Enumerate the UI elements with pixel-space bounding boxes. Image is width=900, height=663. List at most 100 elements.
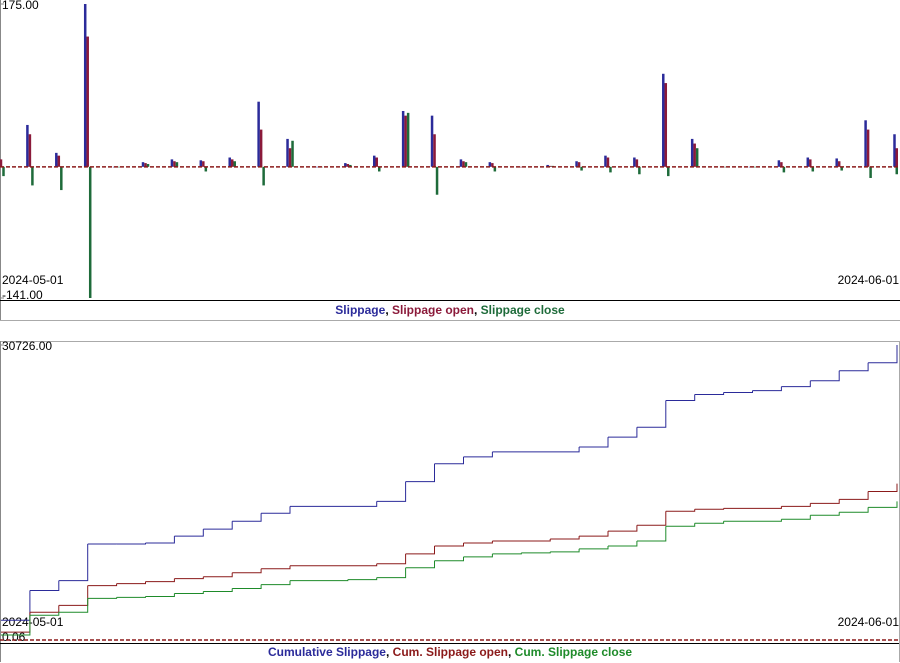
bar [780,162,783,167]
bar [28,134,32,167]
bar [835,158,838,167]
bar [26,124,29,167]
bar [806,157,810,167]
legend-entry: Cumulative Slippage [268,645,386,659]
bar [664,83,668,167]
bar [60,166,63,191]
x-tick-label: 2024-05-01 [2,273,64,287]
bar [288,148,292,167]
bar [144,163,147,167]
legend-entry: Cum. Slippage open [393,645,508,659]
bar [662,73,665,167]
bar [690,138,694,167]
bar [202,161,205,167]
bar [895,148,898,167]
y-tick-label: 30726.00 [2,339,52,353]
bar [609,166,612,173]
bar [141,162,145,167]
bar [404,115,407,167]
x-tick-label: 2024-06-01 [838,273,900,287]
legend-entry: Slippage [335,303,385,317]
bar [577,162,581,167]
legend-separator: , [508,645,515,659]
bar [693,143,696,167]
bar [146,164,150,167]
bar [809,159,812,167]
bar [638,166,641,175]
bar [459,159,463,167]
x-tick-label: 2024-06-01 [838,615,900,629]
bar [170,159,174,167]
bar [488,162,492,167]
legend-entry: Slippage open [392,303,474,317]
bar [633,157,636,167]
y-tick-label: -141.00 [2,288,43,302]
legend-separator: , [474,303,481,317]
bar [575,161,578,167]
bar [173,161,176,167]
legend: Slippage, Slippage open, Slippage close [335,303,565,317]
bar [580,166,583,171]
bar [88,166,92,298]
bar [233,161,236,167]
bar [462,161,465,167]
bar [377,166,381,172]
bar [175,162,179,167]
bar [315,166,318,168]
legend-separator: , [385,303,392,317]
bar [349,164,352,167]
series-line [1,501,898,636]
bar [811,166,815,172]
bar [777,160,781,167]
bar [55,152,58,167]
bar [262,166,265,186]
bar [117,166,121,168]
bar [840,166,843,171]
bar [372,155,376,167]
bar [493,166,497,172]
bar [257,101,260,167]
bar [430,115,434,167]
bar [753,166,757,168]
bar [435,166,439,195]
bar [406,112,410,167]
bar [635,159,639,167]
bar [782,166,786,173]
bar [667,166,670,177]
x-tick-label: 2024-05-01 [2,615,64,629]
legend-entry: Slippage close [481,303,565,317]
bar [86,36,89,167]
bar [204,166,208,172]
bar [0,159,3,167]
legend-entry: Cum. Slippage close [515,645,633,659]
bar [893,134,896,167]
bar [548,165,552,167]
bar [864,120,867,167]
y-tick-label: 175.00 [2,0,39,12]
bar [520,166,523,168]
bar [895,166,898,175]
bar [286,138,289,167]
bar [2,166,5,177]
bar [837,161,841,167]
bar [748,166,752,168]
bar [230,159,234,167]
bar [346,164,350,167]
bar [259,129,263,167]
legend-separator: , [386,645,393,659]
bar [291,140,294,167]
bar [401,110,405,167]
plot-area [0,4,900,298]
legend: Cumulative Slippage, Cum. Slippage open,… [268,645,632,659]
bar [491,163,494,167]
plot-area [0,345,900,641]
bar [344,163,347,167]
bar [57,155,61,167]
bar [199,160,203,167]
bar [695,148,699,167]
bar [464,162,468,167]
bar [869,166,872,178]
bar [433,134,436,167]
